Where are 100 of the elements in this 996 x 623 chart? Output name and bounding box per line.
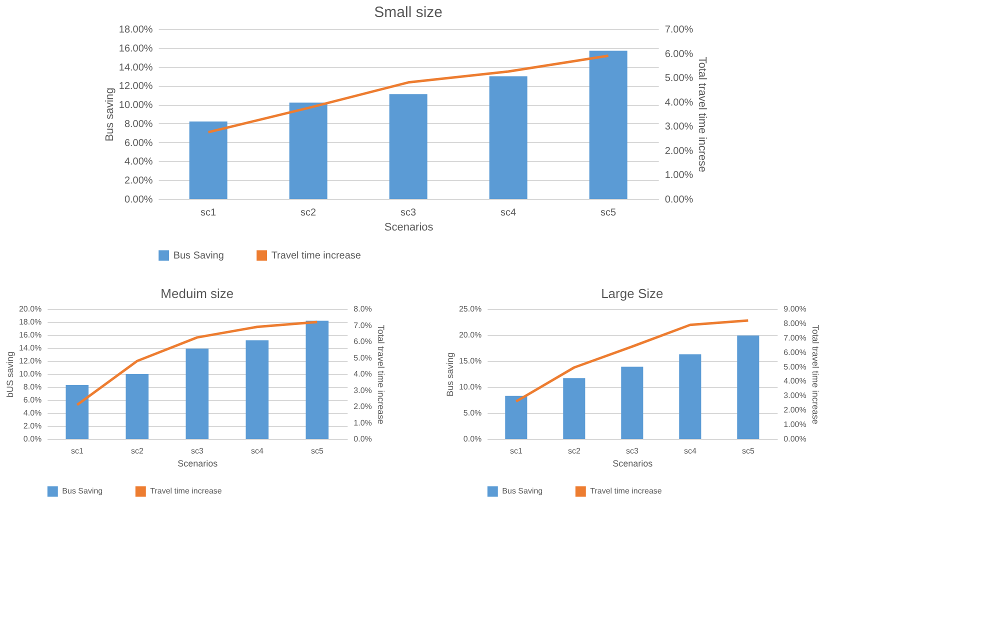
y-tick-label: 8.00%	[124, 118, 153, 130]
y2-tick-label: 0.00%	[784, 434, 806, 444]
y-tick-label: 14.0%	[18, 344, 42, 352]
x-tick-label: sc1	[510, 446, 523, 456]
bar	[737, 336, 760, 439]
x-tick-label: sc2	[130, 446, 144, 456]
y2-tick-label: 8.00%	[784, 318, 806, 328]
y2-tick-label: 7.00%	[664, 24, 694, 36]
x-tick-label: sc3	[626, 446, 639, 456]
bar	[306, 320, 329, 439]
y-tick-label: 0.00%	[124, 194, 153, 206]
x-tick-label: sc2	[300, 208, 317, 218]
legend-label: Travel time increase	[271, 250, 362, 262]
x-tick-label: sc5	[742, 446, 755, 456]
y-tick-label: 4.0%	[23, 408, 42, 418]
y-tick-label: 5.0%	[463, 408, 482, 418]
y2-axis-title: Total travel time increase	[810, 324, 820, 424]
y-tick-label: 0.0%	[23, 434, 42, 444]
legend-label: Bus Saving	[502, 486, 543, 496]
bar	[621, 366, 644, 439]
x-axis-title: Scenarios	[384, 222, 434, 234]
y2-axis-title: Total travel time increase	[376, 324, 386, 424]
y2-tick-label: 1.00%	[784, 420, 806, 430]
y-tick-label: 18.00%	[118, 24, 153, 36]
chart-title: Meduim size	[160, 286, 234, 301]
bar	[289, 102, 328, 199]
y-tick-label: 12.0%	[18, 356, 42, 366]
x-axis-title: Scenarios	[178, 458, 218, 468]
y2-tick-label: 6.00%	[784, 348, 806, 357]
bar	[505, 396, 528, 439]
bar	[66, 385, 89, 439]
bar	[246, 340, 269, 439]
bar	[389, 94, 428, 199]
y2-tick-label: 1.0%	[354, 418, 372, 428]
y-tick-label: 14.00%	[118, 62, 153, 74]
bar	[189, 122, 228, 199]
x-tick-label: sc2	[568, 446, 581, 456]
x-tick-label: sc5	[600, 208, 617, 218]
legend-label: Travel time increase	[590, 486, 662, 496]
y2-tick-label: 3.00%	[784, 391, 806, 400]
y2-tick-label: 6.0%	[354, 337, 372, 346]
y2-tick-label: 2.0%	[354, 402, 372, 411]
y2-tick-label: 3.00%	[664, 122, 694, 133]
bar	[589, 50, 628, 199]
y-tick-label: 20.0%	[458, 330, 482, 340]
y-tick-label: 6.0%	[23, 396, 42, 404]
y-tick-label: 15.0%	[458, 356, 482, 366]
chart-title: Large Size	[601, 286, 664, 301]
y-tick-label: 6.00%	[124, 138, 153, 149]
y2-tick-label: 4.0%	[354, 370, 372, 378]
x-tick-label: sc1	[70, 446, 84, 456]
x-tick-label: sc4	[684, 446, 697, 456]
x-tick-label: sc4	[250, 446, 264, 456]
y2-tick-label: 4.00%	[664, 97, 694, 108]
legend-label: Bus Saving	[173, 250, 224, 262]
y-tick-label: 16.0%	[18, 330, 42, 340]
chart-title: Small size	[374, 4, 442, 21]
line-series	[514, 319, 750, 403]
y-tick-label: 16.00%	[118, 43, 153, 54]
bar	[126, 374, 149, 439]
line-series	[76, 320, 318, 406]
bar	[563, 378, 586, 439]
y2-tick-label: 0.0%	[354, 434, 372, 444]
x-tick-label: sc1	[200, 208, 217, 218]
x-tick-label: sc4	[500, 208, 517, 218]
y2-tick-label: 6.00%	[664, 48, 694, 60]
y2-tick-label: 7.00%	[784, 333, 806, 342]
y-axis-title: Bus saving	[104, 88, 116, 142]
y2-tick-label: 9.00%	[784, 304, 806, 314]
y2-tick-label: 2.00%	[664, 146, 694, 157]
x-axis-title: Scenarios	[612, 458, 654, 468]
y-tick-label: 0.0%	[463, 434, 482, 444]
y-axis-title: Bus saving	[444, 352, 455, 397]
x-tick-label: sc5	[310, 446, 324, 456]
bar	[679, 354, 702, 439]
bar	[186, 348, 209, 439]
y-tick-label: 20.0%	[18, 304, 42, 314]
y-tick-label: 10.0%	[18, 370, 42, 378]
y2-tick-label: 5.00%	[664, 73, 694, 84]
y2-tick-label: 3.0%	[354, 386, 372, 395]
y2-tick-label: 4.00%	[784, 376, 806, 386]
y2-tick-label: 2.00%	[784, 406, 806, 415]
bar	[489, 76, 528, 199]
x-tick-label: sc3	[400, 208, 417, 218]
y-tick-label: 4.00%	[124, 156, 153, 168]
x-tick-label: sc3	[190, 446, 204, 456]
y-tick-label: 18.0%	[18, 318, 42, 326]
line-series	[207, 54, 610, 134]
y2-axis-title: Total travel time increse	[696, 56, 708, 172]
y-tick-label: 2.0%	[23, 422, 42, 430]
y-tick-label: 12.00%	[118, 81, 153, 92]
y2-tick-label: 5.00%	[784, 362, 806, 372]
y-tick-label: 10.00%	[118, 100, 153, 112]
y2-tick-label: 0.00%	[664, 194, 694, 206]
legend-label: Bus Saving	[62, 486, 103, 496]
y2-tick-label: 8.0%	[354, 304, 372, 314]
y2-tick-label: 5.0%	[354, 353, 372, 362]
y-axis-title: bUS saving	[4, 351, 15, 398]
y2-tick-label: 7.0%	[354, 320, 372, 330]
y-tick-label: 2.00%	[124, 176, 153, 187]
